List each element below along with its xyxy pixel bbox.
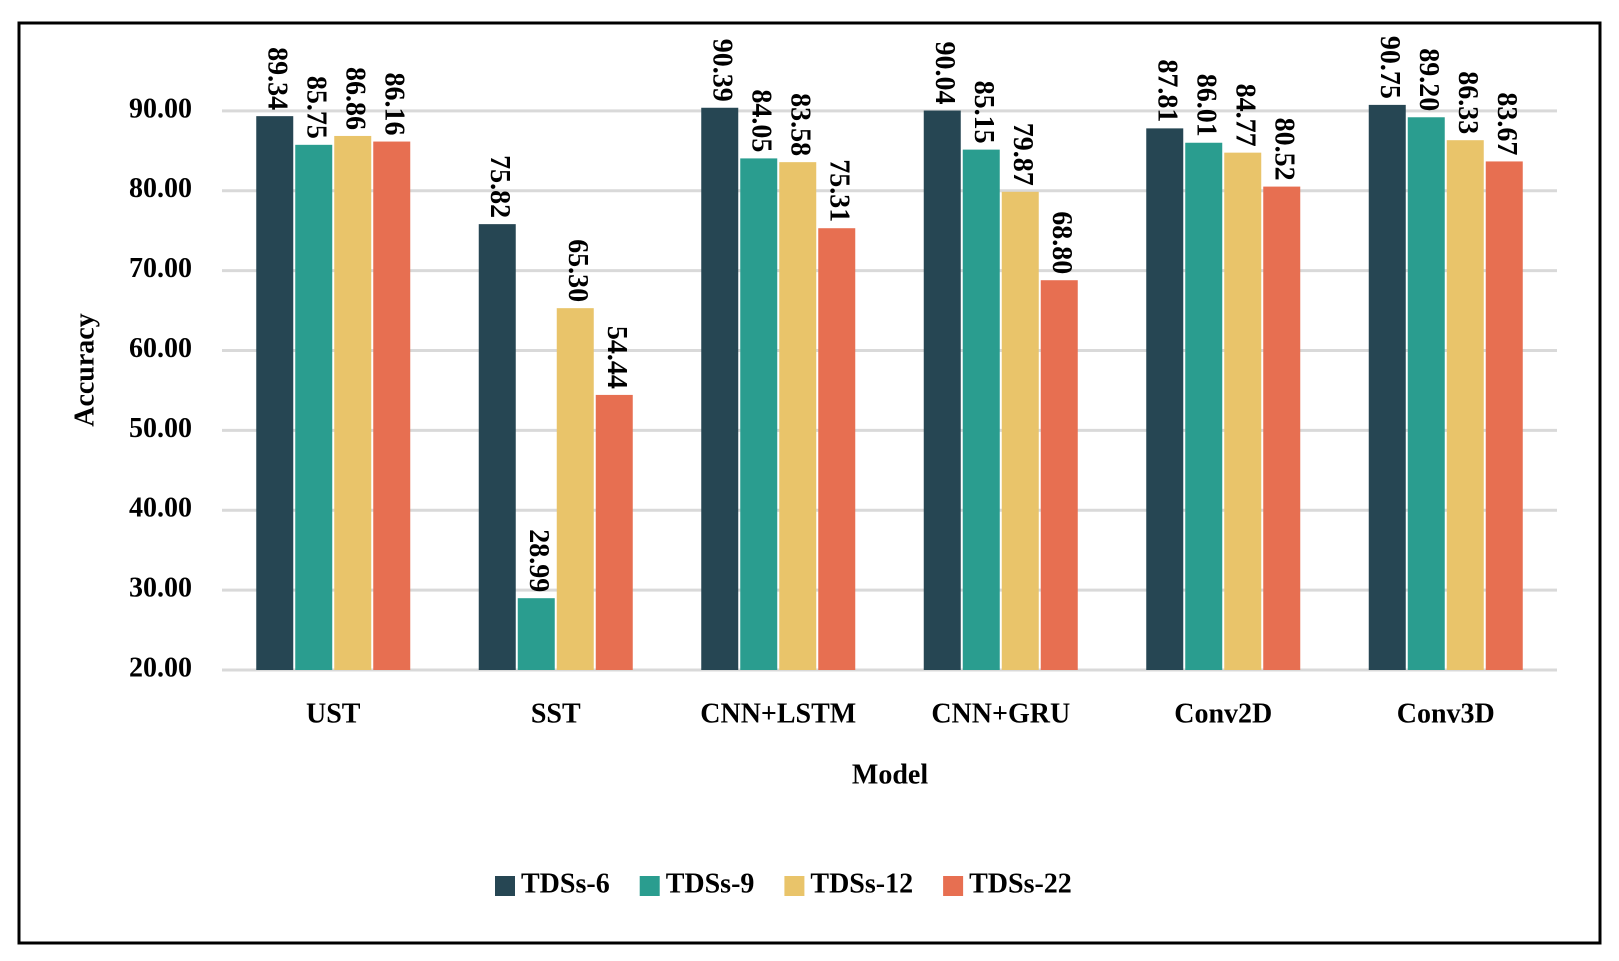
data-label: 79.87 (1007, 123, 1038, 186)
data-label: 84.77 (1229, 84, 1260, 147)
y-axis-label: Accuracy (69, 313, 100, 427)
data-label: 87.81 (1151, 59, 1182, 122)
data-label: 90.75 (1374, 36, 1405, 99)
data-label: 65.30 (562, 239, 593, 302)
data-label: 86.01 (1190, 74, 1221, 137)
bar (295, 144, 333, 670)
x-tick-label: SST (531, 698, 581, 729)
legend-swatch (784, 876, 805, 896)
y-tick-label: 40.00 (129, 493, 192, 524)
legend-swatch (639, 876, 660, 896)
data-label: 85.75 (300, 76, 331, 139)
bar (517, 598, 555, 670)
data-label: 84.05 (745, 89, 776, 152)
bar (256, 116, 294, 671)
bar (962, 149, 1000, 670)
y-tick-label: 50.00 (129, 413, 192, 444)
bar (1185, 142, 1223, 671)
bar (1146, 128, 1184, 671)
bar (1446, 140, 1484, 671)
data-label: 86.33 (1452, 71, 1483, 134)
frame (17, 21, 1602, 945)
bar (1263, 186, 1301, 670)
bar (701, 107, 739, 670)
data-label: 89.20 (1413, 48, 1444, 111)
x-tick-label: UST (306, 698, 361, 729)
y-tick-label: 30.00 (129, 573, 192, 604)
x-tick-label: Conv2D (1174, 698, 1272, 729)
legend-swatch (943, 876, 964, 896)
y-tick-label: 70.00 (129, 253, 192, 284)
legend-label: TDSs-22 (969, 868, 1072, 899)
bar (1040, 280, 1078, 670)
bar (818, 228, 856, 671)
data-label: 86.16 (378, 73, 409, 136)
bar (1368, 104, 1406, 670)
legend-label: TDSs-12 (810, 868, 913, 899)
bar (334, 135, 372, 670)
bar (1001, 191, 1039, 670)
bar (556, 308, 594, 670)
data-label: 85.15 (968, 81, 999, 144)
x-tick-label: CNN+GRU (931, 698, 1070, 729)
x-tick-label: Conv3D (1397, 698, 1495, 729)
data-label: 54.44 (601, 326, 632, 389)
legend-label: TDSs-6 (521, 868, 610, 899)
bar (373, 141, 411, 670)
data-label: 75.31 (823, 159, 854, 222)
bar (740, 158, 778, 670)
data-label: 68.80 (1046, 211, 1077, 274)
data-label: 80.52 (1268, 118, 1299, 181)
bar (1485, 161, 1523, 670)
data-label: 75.82 (484, 155, 515, 218)
legend-label: TDSs-9 (666, 868, 755, 899)
data-label: 83.58 (784, 93, 815, 156)
data-label: 90.04 (929, 42, 960, 105)
data-label: 89.34 (261, 47, 292, 110)
y-tick-label: 20.00 (129, 652, 192, 683)
bar (478, 224, 516, 670)
y-tick-label: 80.00 (129, 173, 192, 204)
data-label: 90.39 (706, 39, 737, 102)
x-axis-label: Model (852, 759, 928, 790)
bar (595, 394, 633, 670)
bar (1407, 117, 1445, 670)
bar (779, 162, 817, 670)
data-label: 83.67 (1491, 92, 1522, 155)
bar (1224, 152, 1262, 670)
y-tick-label: 60.00 (129, 333, 192, 364)
legend-swatch (495, 876, 515, 896)
data-label: 28.99 (523, 529, 554, 592)
x-tick-label: CNN+LSTM (700, 698, 856, 729)
y-tick-label: 90.00 (129, 93, 192, 124)
data-label: 86.86 (339, 67, 370, 130)
bar (923, 110, 961, 671)
